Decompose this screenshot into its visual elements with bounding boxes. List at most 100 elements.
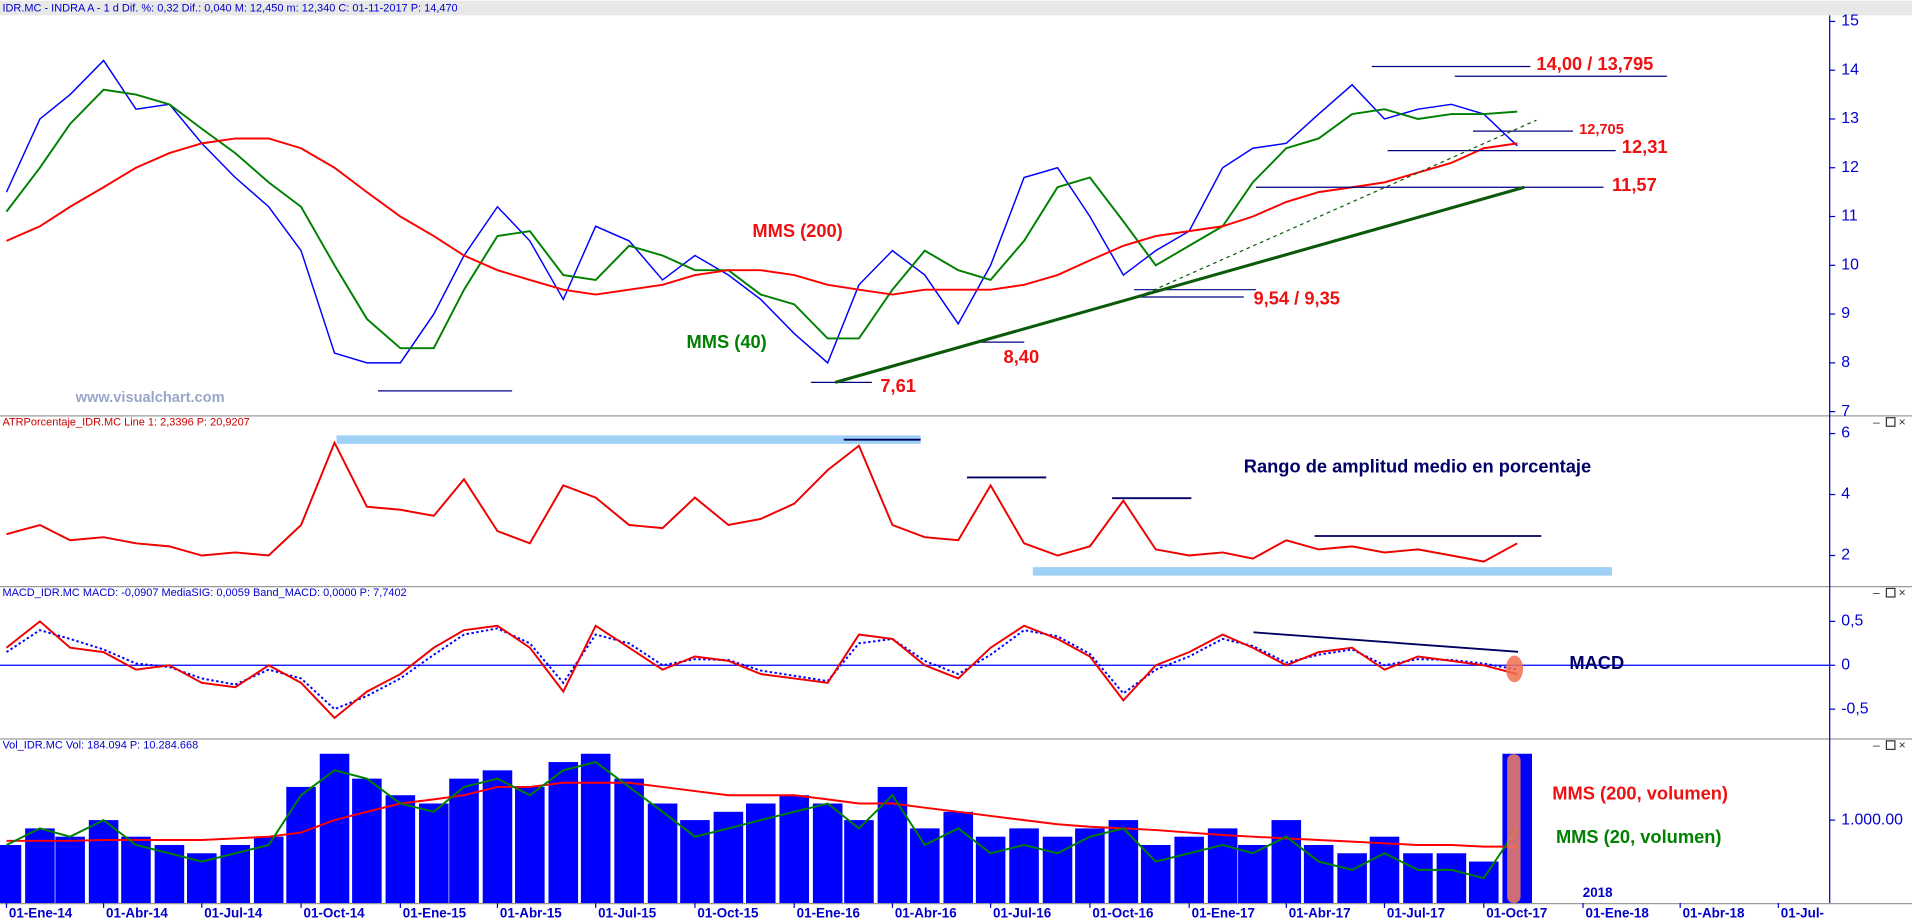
highlight [1507,754,1521,904]
x-tick-label: 01-Ene-15 [403,906,467,921]
y-tick-label: 0,5 [1841,613,1863,630]
y-tick-label: 11 [1841,208,1858,225]
trend-line [1253,631,1519,653]
y-tick-label: 6 [1841,425,1850,442]
x-tick-label: 01-Jul-15 [598,906,657,921]
x-tick-label: 01-Jul- [1781,906,1824,921]
close-button[interactable]: × [1899,586,1906,600]
volume-bar [220,844,251,904]
volume-bar [1369,836,1400,904]
volume-bar [812,803,843,904]
volume-bar [55,836,85,904]
volume-bar [449,778,479,904]
y-tick-label: 13 [1841,110,1859,127]
x-tick-label: 01-Abr-15 [500,906,562,921]
annotation: MMS (40) [687,331,767,352]
annotation: MMS (200, volumen) [1552,782,1728,803]
volume-bar [680,820,710,904]
volume-bar [419,803,449,904]
panel-header: Vol_IDR.MC Vol: 184.094 P: 10.284.668 [2,740,198,752]
x-tick-label: 01-Ene-18 [1585,906,1649,921]
y-tick-label: 1.000.00 [1841,811,1903,828]
volume-bar [1271,820,1302,904]
trend-line [834,185,1525,384]
volume-bar [1403,853,1433,904]
close-button[interactable]: × [1899,738,1906,752]
y-tick-label: 10 [1841,256,1859,273]
x-tick-label: 01-Oct-16 [1092,906,1153,921]
series-line [6,760,1519,880]
x-tick-label: 01-Ene-17 [1192,906,1255,921]
annotations: 14,00 / 13,795 12,705 12,31 11,57 9,54 /… [75,53,1728,904]
panel-header: IDR.MC - INDRA A - 1 d Dif. %: 0,32 Dif.… [2,2,457,14]
x-tick-label: 01-Abr-17 [1289,906,1351,921]
x-tick-label: 01-Oct-14 [304,906,366,921]
volume-bar [647,803,678,904]
x-tick-label: 01-Abr-18 [1683,906,1745,921]
volume-bar [713,811,744,904]
volume-bar [779,795,810,904]
volume-bar [1207,828,1238,904]
x-tick-label: 01-Jul-14 [204,906,263,921]
volume-bar [154,844,185,904]
x-tick-label: 01-Oct-15 [697,906,759,921]
series-line [6,440,1518,563]
x-tick-label: 01-Jul-17 [1387,906,1445,921]
volume-bar [88,820,119,904]
volume-bar [943,811,974,904]
y-tick-label: 7 [1841,403,1850,420]
x-tick-label: 01-Abr-14 [106,906,168,921]
minimize-button[interactable]: – [1873,586,1880,600]
annotation: 9,54 / 9,35 [1254,287,1340,308]
minimize-button[interactable]: – [1873,415,1880,429]
volume-bar [1468,861,1499,904]
y-tick-label: 9 [1841,305,1850,322]
volume-bar [1337,853,1367,904]
annotation: MMS (200) [752,220,842,241]
y-tick-label: 15 [1841,13,1859,30]
year-label: 2018 [1583,885,1613,900]
x-tick-label: 01-Ene-16 [797,906,860,921]
annotation: 7,61 [880,375,916,396]
volume-bar [385,795,416,904]
volume-bar [1174,836,1204,904]
series-line [5,627,1518,711]
watermark: www.visualchart.com [75,390,225,406]
volume-bar [482,770,513,904]
series-line [6,781,1518,848]
volume-bar [319,753,350,904]
highlight [1505,655,1524,683]
panel-header: ATRPorcentaje_IDR.MC Line 1: 2,3396 P: 2… [2,416,249,428]
maximize-button[interactable] [1885,740,1896,750]
panel-frames [0,415,1912,905]
annotation: Rango de amplitud medio en porcentaje [1244,456,1591,477]
trend-line [1145,119,1537,294]
annotation: MMS (20, volumen) [1556,826,1722,847]
series-line [5,620,1518,720]
series-line [5,59,1518,365]
maximize-button[interactable] [1885,587,1896,598]
volume-bar [614,778,644,904]
atr-level-lines [843,438,1542,537]
y-tick-label: -0,5 [1841,700,1868,717]
volume-bar [1108,820,1139,904]
minimize-button[interactable]: – [1873,738,1880,752]
volume-bar [975,836,1006,904]
volume-bar [286,786,316,904]
annotation: 12,31 [1622,136,1668,157]
series-line [5,88,1518,350]
volume-bar [1042,836,1073,904]
close-button[interactable]: × [1899,415,1906,429]
volume-bar [1009,828,1039,904]
maximize-button[interactable] [1885,417,1896,427]
volume-bar [1075,828,1105,904]
volume-bar [1238,844,1268,904]
annotation: 12,705 [1579,122,1624,138]
panel-header: MACD_IDR.MC MACD: -0,0907 MediaSIG: 0,00… [2,587,406,599]
window-buttons: – × – × – × [1873,415,1906,752]
y-tick-label: 2 [1841,547,1850,564]
x-tick-label: 01-Ene-14 [9,906,73,921]
